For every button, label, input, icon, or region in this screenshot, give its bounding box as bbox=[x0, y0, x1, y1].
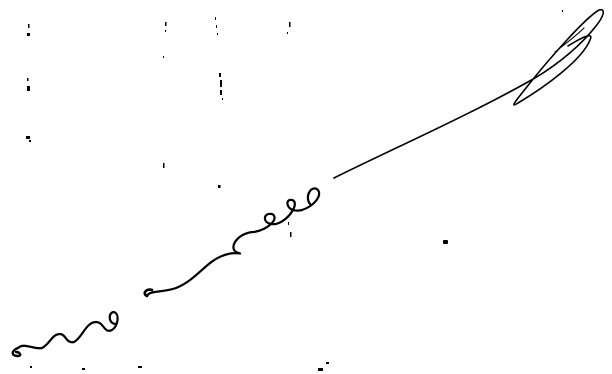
speckle bbox=[218, 185, 221, 188]
speckle bbox=[326, 362, 329, 364]
signature-middle-hook bbox=[143, 288, 154, 298]
speckle bbox=[28, 24, 30, 28]
speckle bbox=[163, 163, 165, 168]
handwritten-signature bbox=[11, 8, 605, 358]
speckle bbox=[27, 86, 30, 91]
speckle bbox=[217, 33, 218, 35]
speckle bbox=[287, 32, 288, 34]
speckle bbox=[163, 56, 164, 58]
scan-speckles bbox=[26, 10, 563, 371]
signature-lower-tail bbox=[11, 346, 22, 358]
signature-upper-stroke bbox=[333, 8, 605, 179]
speckle bbox=[26, 136, 30, 139]
speckle bbox=[27, 33, 30, 36]
signature-middle-stroke bbox=[145, 187, 321, 298]
speckle bbox=[562, 10, 563, 12]
signature-loop-inner bbox=[554, 27, 585, 53]
speckle bbox=[215, 17, 216, 20]
speckle bbox=[27, 78, 29, 81]
speckle bbox=[219, 73, 221, 77]
speckle bbox=[220, 80, 222, 87]
speckle bbox=[165, 22, 167, 26]
speckle bbox=[165, 30, 166, 32]
speckle bbox=[29, 140, 31, 142]
speckle bbox=[290, 232, 292, 237]
speckle bbox=[222, 98, 223, 100]
signature-lower-stroke bbox=[16, 310, 119, 350]
speckle bbox=[82, 368, 85, 370]
speckle bbox=[289, 22, 291, 27]
speckle bbox=[318, 368, 323, 371]
speckle bbox=[288, 222, 289, 225]
speckle bbox=[30, 366, 32, 368]
speckle bbox=[138, 366, 142, 368]
speckle bbox=[220, 90, 222, 95]
speckle bbox=[443, 240, 448, 244]
speckle bbox=[216, 25, 217, 28]
